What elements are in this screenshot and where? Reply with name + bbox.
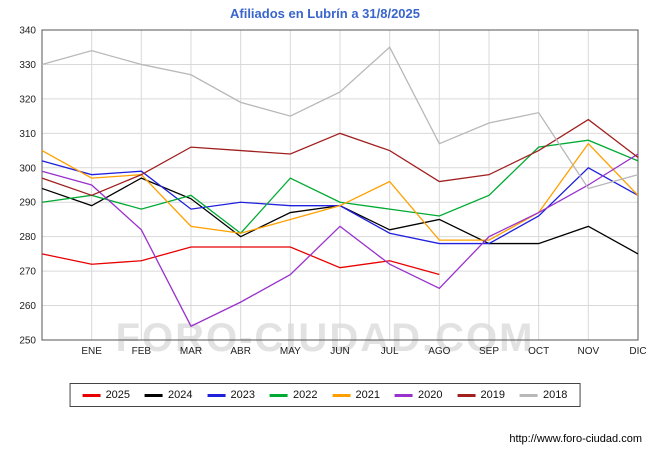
legend-swatch-2023 bbox=[207, 393, 226, 397]
footer-url-link[interactable]: http://www.foro-ciudad.com bbox=[509, 433, 642, 445]
svg-text:330: 330 bbox=[19, 60, 36, 71]
svg-text:ABR: ABR bbox=[230, 346, 251, 357]
legend-label-2023: 2023 bbox=[230, 389, 256, 401]
legend-item-2018: 2018 bbox=[519, 389, 568, 401]
legend-label-2020: 2020 bbox=[417, 389, 443, 401]
legend-label-2024: 2024 bbox=[168, 389, 193, 401]
svg-text:OCT: OCT bbox=[528, 346, 549, 357]
legend-item-2020: 2020 bbox=[394, 389, 443, 401]
legend-label-2019: 2019 bbox=[480, 389, 505, 401]
legend-label-2022: 2022 bbox=[293, 389, 318, 401]
legend-label-2021: 2021 bbox=[355, 389, 380, 401]
svg-text:FEB: FEB bbox=[132, 346, 152, 357]
legend-item-2021: 2021 bbox=[332, 389, 380, 401]
svg-text:310: 310 bbox=[19, 129, 36, 140]
svg-text:DIC: DIC bbox=[629, 346, 646, 357]
svg-text:260: 260 bbox=[19, 301, 36, 312]
svg-text:300: 300 bbox=[19, 163, 36, 174]
legend-swatch-2021 bbox=[332, 393, 351, 397]
legend-label-2025: 2025 bbox=[105, 389, 131, 401]
legend-item-2019: 2019 bbox=[457, 389, 505, 401]
legend-swatch-2025 bbox=[82, 393, 101, 397]
svg-text:AGO: AGO bbox=[428, 346, 450, 357]
svg-text:290: 290 bbox=[19, 198, 36, 209]
legend-swatch-2019 bbox=[457, 393, 476, 397]
legend-item-2022: 2022 bbox=[270, 389, 318, 401]
svg-text:JUL: JUL bbox=[381, 346, 399, 357]
svg-text:320: 320 bbox=[19, 94, 36, 105]
legend-swatch-2018 bbox=[519, 393, 538, 397]
svg-text:MAR: MAR bbox=[180, 346, 202, 357]
svg-text:ENE: ENE bbox=[81, 346, 102, 357]
svg-text:SEP: SEP bbox=[479, 346, 499, 357]
svg-text:250: 250 bbox=[19, 336, 36, 347]
legend-item-2025: 2025 bbox=[82, 389, 131, 401]
legend-label-2018: 2018 bbox=[542, 389, 568, 401]
svg-text:270: 270 bbox=[19, 267, 36, 278]
affiliates-line-chart: 250 260 270 280 290 300 310 320 330 340 ENE FEB MAR A… bbox=[19, 26, 646, 358]
svg-text:280: 280 bbox=[19, 232, 36, 243]
legend-swatch-2024 bbox=[145, 393, 164, 397]
svg-text:340: 340 bbox=[19, 26, 36, 37]
legend-swatch-2022 bbox=[270, 393, 289, 397]
legend-swatch-2020 bbox=[394, 393, 413, 397]
svg-text:NOV: NOV bbox=[577, 346, 599, 357]
legend-item-2023: 2023 bbox=[207, 389, 256, 401]
chart-legend: 2025 2024 2023 2022 2021 2020 2019 2018 bbox=[69, 383, 581, 407]
legend-item-2024: 2024 bbox=[145, 389, 193, 401]
svg-text:JUN: JUN bbox=[330, 346, 349, 357]
svg-text:MAY: MAY bbox=[280, 346, 301, 357]
chart-title: Afiliados en Lubrín a 31/8/2025 bbox=[229, 6, 420, 21]
